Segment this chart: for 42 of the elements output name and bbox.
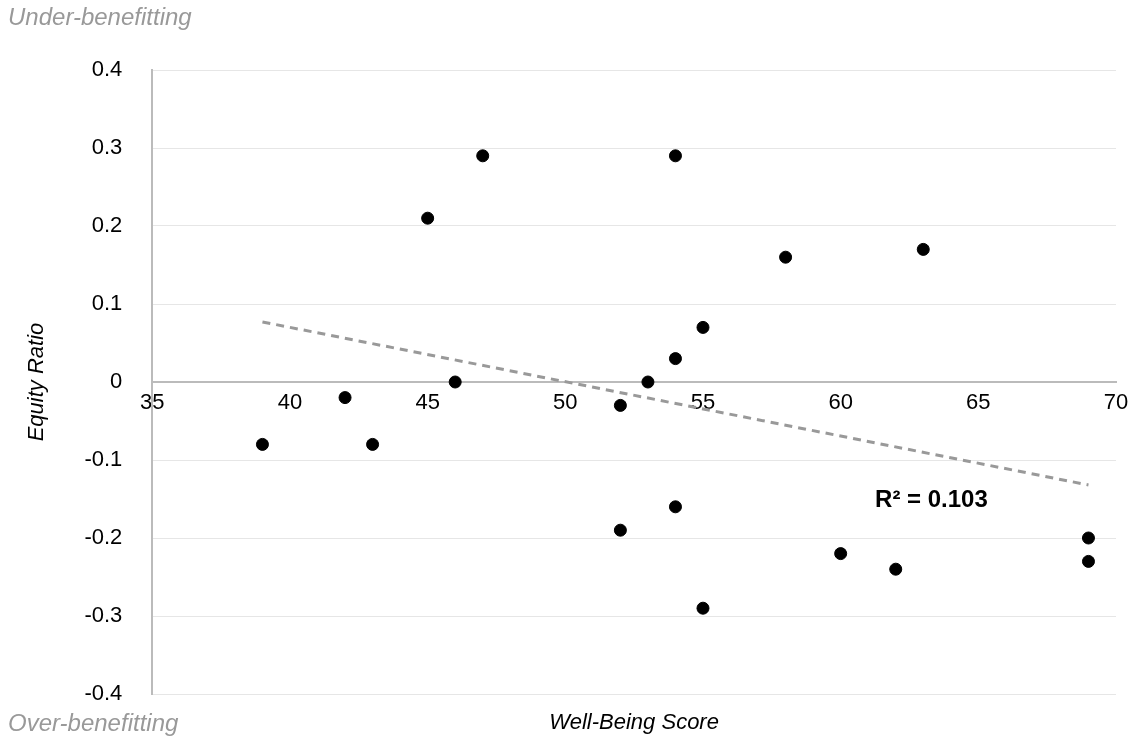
- y-axis-title: Equity Ratio: [23, 322, 49, 442]
- point: [916, 242, 930, 256]
- point: [476, 149, 490, 163]
- point: [889, 562, 903, 576]
- point: [255, 437, 269, 451]
- y-tick-label: -0.2: [84, 524, 123, 550]
- text: Over-benefitting: [8, 708, 179, 736]
- point: [1081, 554, 1095, 568]
- x-tick-label: 50: [553, 389, 578, 415]
- y-tick-label: 0: [110, 368, 123, 394]
- x-tick-label: 40: [277, 389, 303, 415]
- point: [696, 601, 710, 615]
- point: [1081, 531, 1095, 545]
- x-axis-title: Well-Being Score: [549, 709, 719, 735]
- y-tick-label: -0.1: [84, 446, 123, 472]
- annotation: R² = 0.103: [875, 485, 988, 513]
- point: [613, 523, 627, 537]
- y-tick-label: 0.1: [91, 290, 123, 316]
- y-tick-label: 0.2: [91, 212, 123, 238]
- y-tick-label: 0.3: [91, 134, 123, 160]
- text: Under-benefitting: [8, 2, 193, 30]
- x-tick-label: 45: [415, 389, 440, 415]
- point: [668, 149, 682, 163]
- point: [834, 547, 848, 561]
- x-tick-label: 70: [1103, 389, 1129, 415]
- point: [696, 320, 710, 334]
- x-tick-label: 55: [690, 389, 716, 415]
- point: [668, 352, 682, 366]
- point: [779, 250, 793, 264]
- point: [366, 437, 380, 451]
- point: [421, 211, 435, 225]
- x-tick-label: 35: [140, 389, 165, 415]
- point: [668, 500, 682, 514]
- point: [613, 398, 627, 412]
- x-tick-label: 60: [828, 389, 853, 415]
- y-tick-label: -0.4: [84, 680, 123, 706]
- x-tick-label: 65: [966, 389, 991, 415]
- y-tick-label: -0.3: [84, 602, 123, 628]
- point: [448, 375, 462, 389]
- point: [641, 375, 655, 389]
- point: [338, 391, 352, 405]
- y-tick-label: 0.4: [91, 56, 123, 82]
